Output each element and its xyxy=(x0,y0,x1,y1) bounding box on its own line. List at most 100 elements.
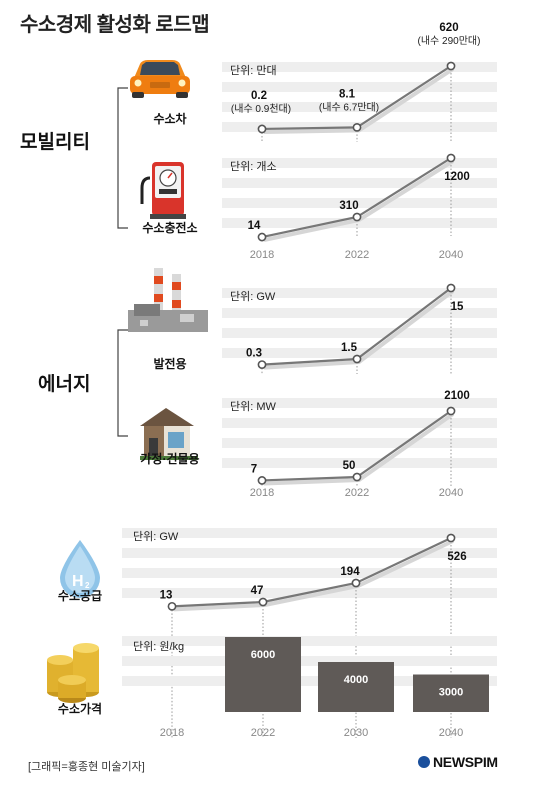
grid-band xyxy=(122,676,497,686)
price-value-label: 4000 xyxy=(344,674,368,686)
grid-band xyxy=(122,548,497,558)
grid-band xyxy=(222,348,497,358)
fuel-station-icon xyxy=(140,162,186,219)
building-value-label: 2100 xyxy=(444,390,470,402)
car-icon xyxy=(130,60,190,98)
grid-band xyxy=(222,308,497,318)
x-tick-label: 2022 xyxy=(345,487,369,499)
power-value-label: 0.3 xyxy=(246,348,262,360)
car-point xyxy=(446,61,456,71)
supply-unit-label: 단위: GW xyxy=(133,530,179,543)
x-tick-label: 2018 xyxy=(250,487,274,499)
price-bar xyxy=(413,674,489,712)
brand-name: NEWSPIM xyxy=(433,754,498,770)
grid-band xyxy=(222,218,497,228)
grid-band xyxy=(222,178,497,188)
supply-line-shadow xyxy=(173,539,454,612)
station-value-label: 14 xyxy=(248,220,261,232)
category-energy: 에너지 xyxy=(38,373,90,395)
graphic-credit: [그래픽=홍종현 미술기자] xyxy=(28,761,145,773)
car-sub-label: (내수 0.9천대) xyxy=(231,103,291,115)
grid-band xyxy=(222,458,497,468)
svg-text:H: H xyxy=(72,573,84,590)
car-series-line xyxy=(261,65,452,131)
page-title: 수소경제 활성화 로드맵 xyxy=(20,14,210,36)
x-tick-label: 2040 xyxy=(439,249,463,261)
grid-band xyxy=(122,568,497,578)
car-caption: 수소차 xyxy=(153,111,186,126)
price-caption: 수소가격 xyxy=(58,701,102,716)
station-unit-label: 단위: 개소 xyxy=(230,160,277,173)
grid-band xyxy=(222,82,497,92)
brand-logo: NEWSPIM xyxy=(418,754,498,770)
power-plant-icon xyxy=(128,268,208,332)
grid-band xyxy=(222,158,497,168)
section-divider xyxy=(0,505,541,507)
grid-band xyxy=(222,62,497,72)
price-x-tick-label: 2030 xyxy=(344,727,368,739)
coins-icon xyxy=(47,643,99,703)
supply-point xyxy=(258,597,268,607)
grid-band xyxy=(222,438,497,448)
supply-point xyxy=(351,578,361,588)
building-caption: 가정·건물용 xyxy=(140,451,199,466)
supply-value-label: 13 xyxy=(160,589,173,601)
price-bar xyxy=(318,662,394,712)
grid-band xyxy=(222,198,497,208)
grid-band xyxy=(122,528,497,538)
car-value-label: 0.2 xyxy=(251,90,267,102)
car-sub-label: (내수 6.7만대) xyxy=(319,101,379,113)
x-tick-label: 2040 xyxy=(439,487,463,499)
car-value-label: 620 xyxy=(439,22,458,34)
grid-band xyxy=(222,102,497,112)
supply-series-line xyxy=(171,537,452,608)
car-value-label: 8.1 xyxy=(339,88,356,100)
building-value-label: 7 xyxy=(251,463,257,475)
station-value-label: 1200 xyxy=(444,171,470,183)
car-point xyxy=(257,124,267,134)
energy-bracket xyxy=(117,329,128,437)
price-bar xyxy=(225,637,301,712)
station-point xyxy=(352,212,362,222)
building-value-label: 50 xyxy=(343,460,356,472)
building-point xyxy=(352,472,362,482)
power-value-label: 15 xyxy=(451,301,464,313)
grid-band xyxy=(222,418,497,428)
grid-band xyxy=(122,636,497,646)
power-point xyxy=(352,354,362,364)
power-point xyxy=(257,360,267,369)
mobility-bracket xyxy=(117,87,128,229)
category-mobility: 모빌리티 xyxy=(20,131,90,153)
power-unit-label: 단위: GW xyxy=(230,290,276,303)
power-caption: 발전용 xyxy=(153,356,186,371)
supply-value-label: 47 xyxy=(251,585,264,597)
brand-dot-icon xyxy=(418,756,430,768)
supply-value-label: 526 xyxy=(447,551,466,563)
building-point xyxy=(257,476,267,485)
car-unit-label: 단위: 만대 xyxy=(230,64,277,77)
car-sub-label: (내수 290만대) xyxy=(418,35,481,47)
x-tick-label: 2022 xyxy=(345,249,369,261)
grid-band xyxy=(122,656,497,666)
x-tick-label: 2018 xyxy=(250,249,274,261)
building-unit-label: 단위: MW xyxy=(230,400,277,413)
price-unit-label: 단위: 원/kg xyxy=(133,640,184,653)
station-point xyxy=(446,153,456,163)
power-value-label: 1.5 xyxy=(341,342,358,354)
station-point xyxy=(257,232,267,242)
hydrogen-drop-icon: H 2 xyxy=(60,540,100,598)
supply-value-label: 194 xyxy=(340,566,360,578)
price-x-tick-label: 2018 xyxy=(160,727,184,739)
grid-band xyxy=(222,328,497,338)
house-icon xyxy=(140,408,198,460)
price-value-label: 6000 xyxy=(251,649,275,661)
supply-caption: 수소공급 xyxy=(58,589,102,603)
supply-point xyxy=(167,601,177,611)
svg-text:2: 2 xyxy=(85,581,90,590)
price-x-tick-label: 2022 xyxy=(251,727,275,739)
price-value-label: 3000 xyxy=(439,687,463,699)
car-point xyxy=(352,122,362,132)
station-caption: 수소충전소 xyxy=(142,220,197,235)
grid-band xyxy=(222,398,497,408)
